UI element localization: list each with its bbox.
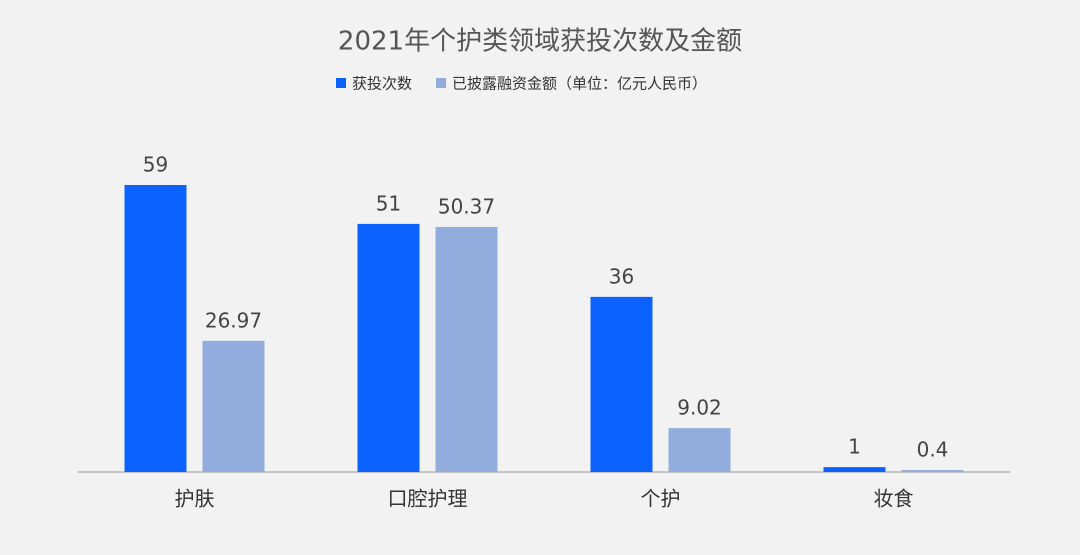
bar bbox=[357, 223, 420, 472]
legend-label: 已披露融资金额（单位：亿元人民币） bbox=[452, 75, 707, 93]
bar bbox=[901, 470, 964, 472]
bar bbox=[668, 428, 731, 472]
bar bbox=[823, 467, 886, 472]
x-tick-label: 妆食 bbox=[874, 487, 914, 511]
value-label: 1 bbox=[848, 435, 861, 459]
x-tick-label: 护肤 bbox=[175, 487, 215, 511]
chart-title: 2021年个护类领域获投次数及金额 bbox=[338, 27, 742, 57]
legend-label: 获投次数 bbox=[352, 75, 412, 93]
value-label: 36 bbox=[609, 264, 634, 288]
value-label: 26.97 bbox=[205, 308, 262, 332]
value-label: 50.37 bbox=[438, 194, 495, 218]
bar bbox=[202, 340, 265, 472]
x-tick-label: 个护 bbox=[641, 487, 681, 511]
legend-swatch bbox=[336, 78, 346, 88]
bar bbox=[124, 185, 187, 472]
bar bbox=[590, 296, 653, 472]
value-label: 0.4 bbox=[917, 438, 949, 462]
value-label: 9.02 bbox=[677, 396, 722, 420]
x-tick-label: 口腔护理 bbox=[388, 487, 468, 511]
legend-swatch bbox=[436, 78, 446, 88]
bar bbox=[435, 226, 498, 472]
value-label: 51 bbox=[376, 191, 401, 215]
value-label: 59 bbox=[143, 153, 168, 177]
